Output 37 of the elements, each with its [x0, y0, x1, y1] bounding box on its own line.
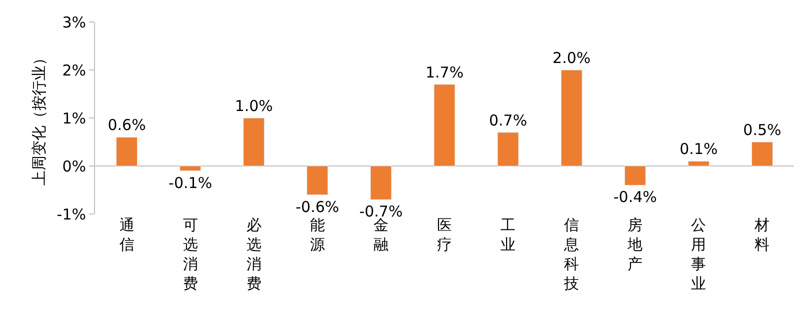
- data-label: -0.1%: [168, 174, 212, 192]
- data-label: 0.6%: [108, 116, 146, 134]
- y-axis-title: 上周变化（按行业）: [30, 50, 48, 186]
- data-label: -0.6%: [296, 198, 340, 216]
- x-tick-label: 通信: [119, 216, 134, 254]
- x-tick-label: 信息科技: [563, 216, 580, 292]
- data-label: 1.7%: [425, 63, 464, 82]
- data-label: 0.7%: [488, 111, 528, 130]
- y-tick-label: -1%: [56, 205, 86, 224]
- y-tick-label: 1%: [62, 109, 86, 128]
- data-label: 0.5%: [743, 121, 782, 139]
- x-tick-label: 医疗: [437, 216, 452, 254]
- y-tick-label: 0%: [62, 157, 86, 176]
- x-tick-label: 工业: [500, 216, 516, 254]
- bar: [306, 166, 328, 196]
- y-tick-label: 3%: [62, 13, 86, 32]
- bar: [370, 166, 392, 200]
- data-label: 0.1%: [680, 140, 718, 158]
- x-tick-label: 必选消费: [246, 216, 262, 292]
- data-label: 2.0%: [552, 49, 591, 67]
- bar: [751, 142, 773, 166]
- x-tick-label: 可选消费: [182, 216, 198, 292]
- bar: [180, 166, 202, 172]
- bar: [116, 136, 138, 166]
- data-label: -0.4%: [613, 188, 657, 206]
- bar: [688, 160, 710, 166]
- x-tick-label: 材料: [754, 216, 770, 254]
- bar: [243, 118, 265, 166]
- bar: [434, 84, 456, 166]
- bar: [497, 132, 519, 166]
- x-tick-label: 公用事业: [691, 216, 706, 292]
- bar: [624, 166, 646, 186]
- data-label: 1.0%: [234, 97, 273, 115]
- y-tick-label: 2%: [62, 61, 86, 80]
- x-tick-label: 能源: [310, 216, 325, 254]
- x-tick-label: 房地产: [626, 216, 643, 273]
- bar: [560, 70, 582, 166]
